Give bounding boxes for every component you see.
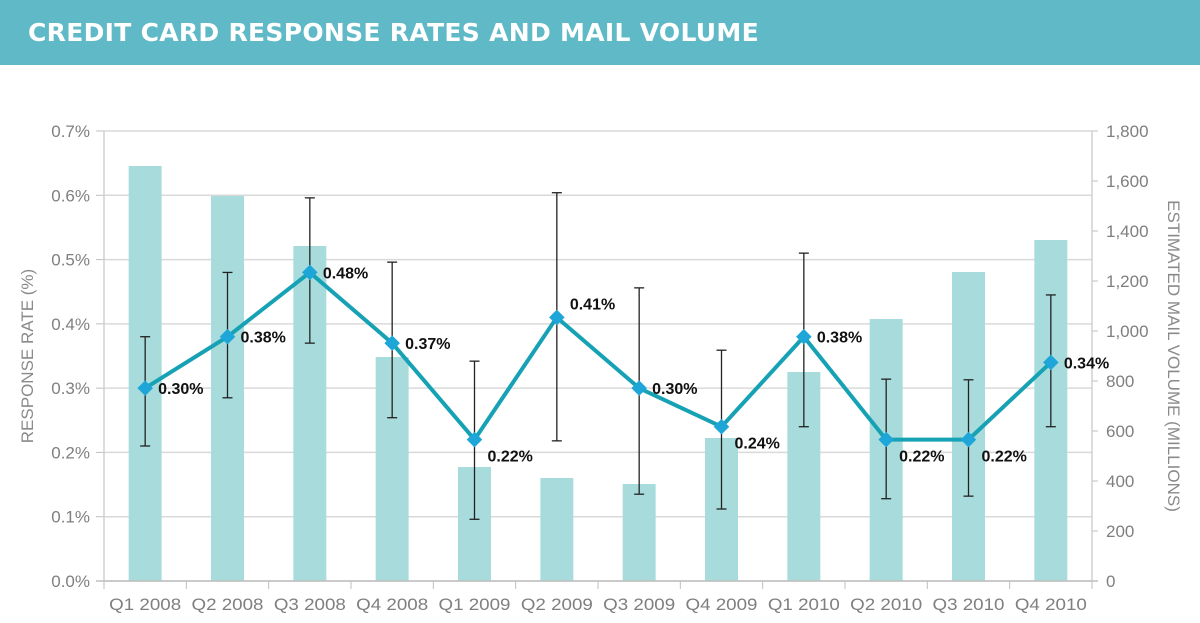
data-label: 0.24%	[735, 436, 780, 453]
x-tick-label: Q3 2008	[274, 595, 346, 614]
y-tick-label: 0.2%	[51, 443, 90, 462]
data-label: 0.22%	[899, 449, 944, 466]
x-tick-label: Q2 2009	[521, 595, 593, 614]
x-tick-label: Q4 2009	[686, 595, 758, 614]
data-labels: 0.30% 0.38% 0.48% 0.37% 0.22% 0.41% 0.30% 0.24%…	[158, 265, 1109, 465]
data-label: 0.34%	[1064, 355, 1109, 372]
data-point-marker	[1043, 354, 1059, 371]
error-bars	[140, 192, 1056, 520]
bar	[540, 478, 574, 581]
y-tick-label: 0.5%	[51, 251, 90, 270]
y2-tick-label: 1,800	[1106, 122, 1149, 141]
y2-tick-label: 1,200	[1106, 272, 1149, 291]
x-tick-label: Q1 2009	[439, 595, 511, 614]
data-label: 0.37%	[405, 336, 450, 353]
x-tick-label: Q3 2009	[603, 595, 675, 614]
data-label: 0.41%	[570, 296, 615, 313]
axes	[96, 130, 1098, 589]
tick-labels: 0.0% 0.1% 0.2% 0.3% 0.4% 0.5% 0.6% 0.7% 0 200 400 6…	[51, 122, 1148, 614]
data-label: 0.22%	[488, 449, 533, 466]
bar	[622, 484, 656, 581]
y-tick-label: 0.1%	[51, 508, 90, 527]
y-tick-label: 0.6%	[51, 186, 90, 205]
data-point-marker	[219, 328, 236, 345]
y2-tick-label: 0	[1106, 572, 1115, 591]
line-series	[137, 264, 1059, 448]
data-label: 0.48%	[323, 265, 368, 282]
data-label: 0.30%	[158, 381, 203, 398]
y-tick-label: 0.4%	[51, 315, 90, 334]
x-tick-label: Q1 2010	[768, 595, 840, 614]
data-label: 0.38%	[241, 330, 286, 347]
gridlines	[104, 130, 1092, 582]
x-tick-label: Q2 2010	[850, 595, 922, 614]
y2-tick-label: 800	[1106, 372, 1134, 391]
bar-series	[128, 166, 1068, 581]
response-rate-line	[144, 269, 1053, 443]
y2-tick-label: 1,000	[1106, 322, 1149, 341]
title-banner: CREDIT CARD RESPONSE RATES AND MAIL VOLU…	[0, 0, 1200, 65]
x-tick-label: Q4 2010	[1015, 595, 1087, 614]
data-label: 0.22%	[982, 449, 1027, 466]
y-tick-label: 0.7%	[51, 122, 90, 141]
data-point-marker	[137, 380, 153, 396]
x-tick-label: Q3 2010	[933, 595, 1005, 614]
y2-axis-label: ESTIMATED MAIL VOLUME (MILLIONS)	[1164, 200, 1183, 512]
x-tick-label: Q1 2008	[109, 595, 181, 614]
chart-title: CREDIT CARD RESPONSE RATES AND MAIL VOLU…	[28, 18, 759, 47]
y2-tick-label: 200	[1106, 522, 1134, 541]
y-axis-label: RESPONSE RATE (%)	[18, 269, 37, 443]
data-label: 0.30%	[652, 381, 697, 398]
data-label: 0.38%	[817, 330, 862, 347]
y-tick-label: 0.3%	[51, 379, 90, 398]
y2-tick-label: 1,600	[1106, 172, 1149, 191]
y2-tick-label: 600	[1106, 422, 1134, 441]
x-tick-label: Q2 2008	[192, 595, 264, 614]
x-tick-label: Q4 2008	[356, 595, 428, 614]
y2-tick-label: 400	[1106, 472, 1134, 491]
y-tick-label: 0.0%	[51, 572, 90, 591]
y2-tick-label: 1,400	[1106, 222, 1149, 241]
